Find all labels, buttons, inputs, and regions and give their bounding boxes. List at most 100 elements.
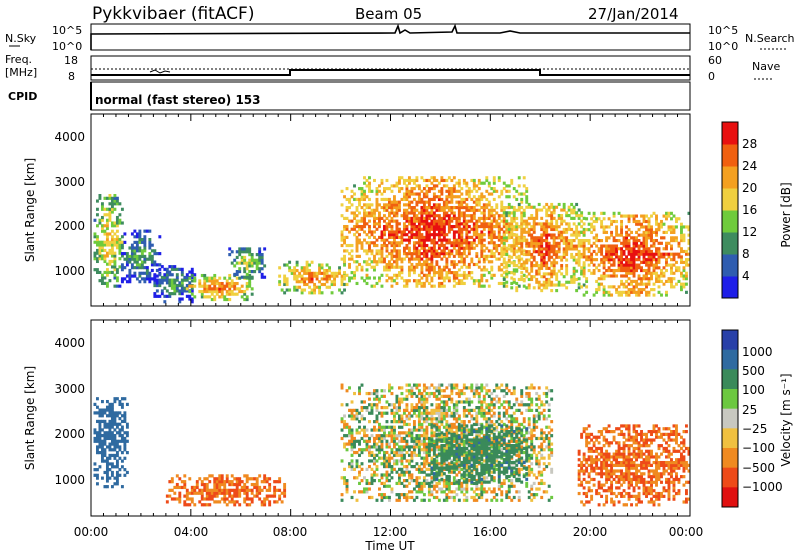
echo-cell bbox=[258, 474, 262, 478]
echo-cell bbox=[385, 470, 389, 474]
echo-cell bbox=[380, 414, 384, 418]
echo-cell bbox=[205, 287, 209, 291]
echo-cell bbox=[685, 252, 688, 256]
echo-cell bbox=[405, 397, 409, 401]
velocity-echo-cells bbox=[93, 383, 690, 507]
echo-cell bbox=[460, 235, 464, 239]
echo-cell bbox=[407, 279, 411, 283]
echo-cell bbox=[105, 456, 109, 460]
echo-cell bbox=[502, 244, 506, 248]
echo-cell bbox=[363, 211, 366, 215]
echo-cell bbox=[595, 219, 599, 224]
echo-cell bbox=[577, 252, 581, 256]
echo-cell bbox=[235, 250, 239, 254]
echo-cell bbox=[383, 481, 386, 486]
echo-cell bbox=[662, 222, 666, 226]
echo-cell bbox=[440, 197, 444, 202]
echo-cell bbox=[445, 178, 449, 183]
echo-cell bbox=[395, 254, 399, 258]
echo-cell bbox=[595, 288, 599, 292]
echo-cell bbox=[213, 295, 217, 299]
echo-cell bbox=[113, 259, 117, 264]
echo-cell bbox=[415, 495, 419, 500]
echo-cell bbox=[460, 214, 464, 218]
echo-cell bbox=[343, 235, 346, 239]
echo-cell bbox=[153, 281, 157, 285]
echo-cell bbox=[642, 244, 646, 248]
echo-cell bbox=[432, 222, 436, 226]
echo-cell bbox=[477, 281, 481, 286]
echo-cell bbox=[440, 189, 444, 193]
echo-cell bbox=[140, 252, 144, 256]
echo-cell bbox=[535, 269, 539, 273]
echo-cell bbox=[462, 206, 466, 210]
echo-cell bbox=[522, 211, 526, 215]
echo-cell bbox=[180, 278, 184, 282]
echo-cell bbox=[537, 202, 541, 207]
echo-cell bbox=[525, 275, 529, 279]
echo-cell bbox=[113, 284, 117, 288]
echo-cell bbox=[363, 476, 366, 480]
echo-cell bbox=[375, 436, 379, 441]
echo-cell bbox=[425, 445, 429, 449]
echo-cell bbox=[300, 269, 304, 273]
echo-cell bbox=[98, 240, 102, 244]
echo-cell bbox=[662, 214, 666, 218]
echo-cell bbox=[353, 442, 356, 446]
echo-cell bbox=[600, 249, 604, 254]
echo-cell bbox=[442, 498, 446, 502]
echo-cell bbox=[417, 254, 421, 258]
echo-cell bbox=[665, 241, 668, 245]
echo-cell bbox=[380, 238, 384, 242]
echo-cell bbox=[120, 252, 124, 256]
echo-cell bbox=[660, 279, 663, 284]
echo-cell bbox=[630, 266, 633, 270]
echo-cell bbox=[113, 436, 117, 441]
echo-cell bbox=[108, 215, 112, 220]
echo-cell bbox=[103, 207, 107, 211]
echo-cell bbox=[537, 247, 541, 251]
echo-cell bbox=[230, 289, 234, 294]
echo-cell bbox=[545, 211, 549, 215]
echo-cell bbox=[123, 436, 127, 441]
echo-cell bbox=[435, 420, 439, 424]
echo-cell bbox=[530, 205, 534, 209]
echo-cell bbox=[635, 258, 638, 262]
echo-cell bbox=[383, 203, 386, 207]
echo-cell bbox=[373, 284, 376, 288]
echo-cell bbox=[612, 247, 616, 251]
echo-cell bbox=[100, 445, 104, 449]
echo-cell bbox=[258, 253, 262, 257]
echo-cell bbox=[572, 233, 576, 237]
echo-cell bbox=[390, 467, 394, 471]
echo-cell bbox=[687, 247, 690, 251]
echo-cell bbox=[430, 276, 434, 280]
echo-cell bbox=[520, 233, 524, 237]
echo-cell bbox=[95, 251, 99, 255]
echo-cell bbox=[500, 249, 504, 253]
echo-cell bbox=[460, 273, 464, 277]
echo-cell bbox=[390, 230, 394, 234]
echo-cell bbox=[133, 274, 137, 278]
echo-cell bbox=[625, 260, 629, 264]
echo-cell bbox=[405, 216, 409, 220]
echo-cell bbox=[672, 263, 676, 267]
echo-cell bbox=[385, 246, 389, 250]
echo-cell bbox=[143, 254, 147, 258]
echo-cell bbox=[98, 257, 102, 261]
echo-cell bbox=[105, 485, 109, 489]
echo-cell bbox=[407, 273, 411, 277]
echo-cell bbox=[335, 271, 339, 275]
echo-cell bbox=[113, 251, 117, 255]
echo-cell bbox=[385, 464, 389, 469]
echo-cell bbox=[502, 214, 506, 218]
echo-cell bbox=[365, 442, 369, 446]
echo-cell bbox=[370, 211, 374, 215]
echo-cell bbox=[655, 214, 658, 218]
echo-cell bbox=[627, 228, 631, 232]
echo-cell bbox=[435, 445, 439, 449]
echo-cell bbox=[397, 265, 401, 269]
echo-cell bbox=[108, 402, 112, 407]
echo-cell bbox=[270, 494, 274, 498]
echo-cell bbox=[442, 227, 446, 231]
